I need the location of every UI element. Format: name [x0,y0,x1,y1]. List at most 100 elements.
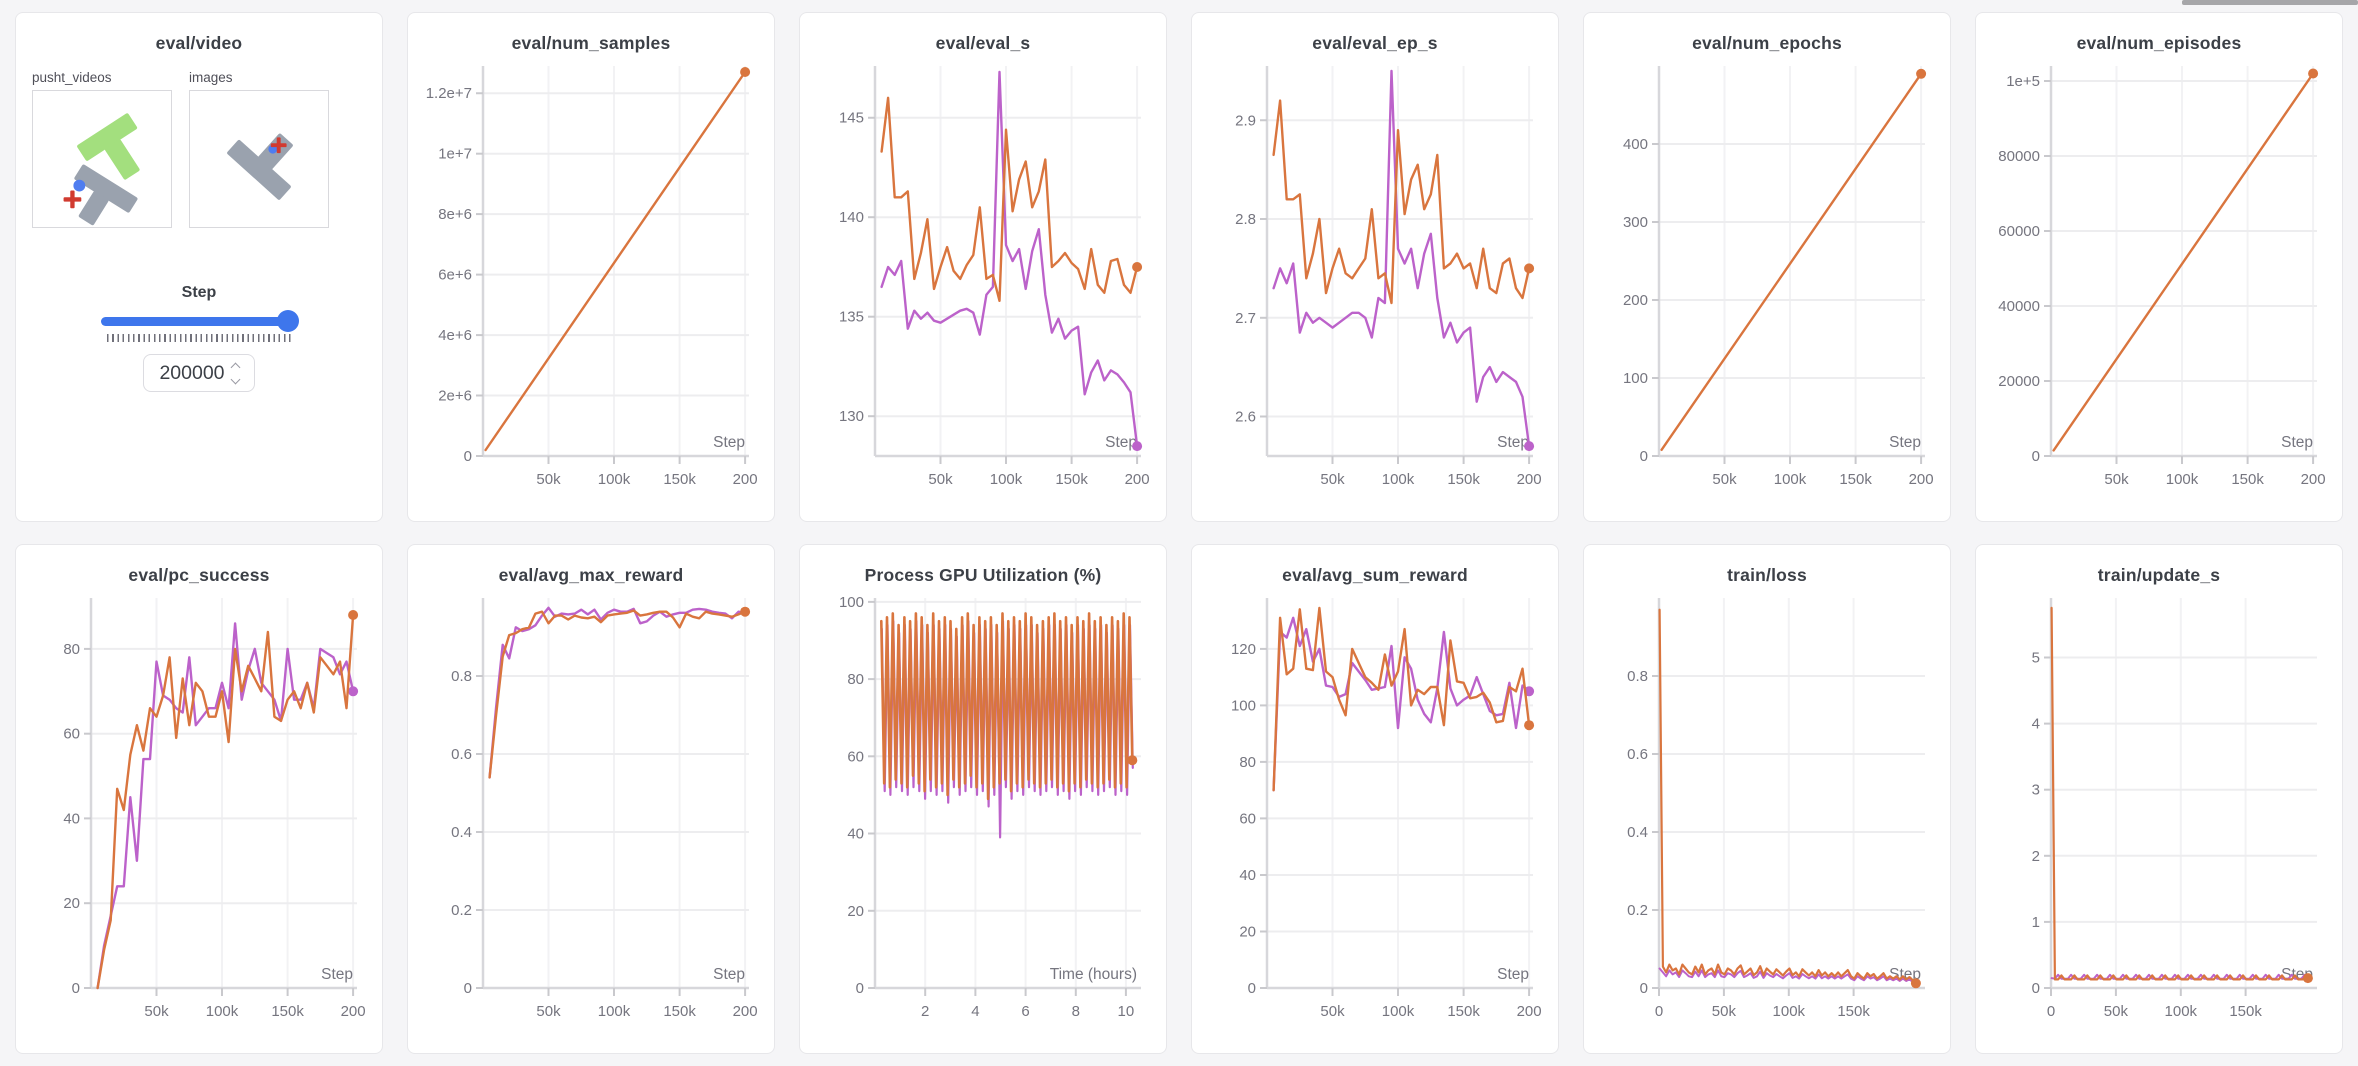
series-orange-run [1658,608,1917,985]
horizontal-scrollbar[interactable] [2182,0,2358,5]
y-tick-label: 5 [2032,650,2040,667]
x-tick-label: 50k [536,471,561,488]
y-tick-label: 40 [847,826,864,843]
pusht-image-preview [227,133,293,200]
series-purple-run [488,606,747,779]
x-tick-label: 50k [1320,1003,1345,1020]
panel-train-update-s: train/update_s 0 50k 100k 150k 0 1 2 3 4 5 Step [1975,544,2343,1054]
increment-arrow-icon[interactable] [230,362,240,372]
video-thumbnail-pusht[interactable] [32,90,172,228]
panel-title: eval/num_episodes [2076,33,2242,53]
stepper-arrows[interactable] [230,362,240,384]
panel-title: eval/avg_sum_reward [1282,565,1468,585]
y-tick-label: 0.8 [451,668,472,685]
green-t-block-icon [77,113,140,180]
chart-canvas[interactable]: 50k 100k 150k 200 0 100 200 300 400 Step [1597,58,1937,504]
panel-eval-num-epochs: eval/num_epochs 50k 100k 150k 200 0 100 200 300… [1583,12,1951,522]
y-tick-label: 130 [839,408,864,425]
series-purple-run [1272,69,1531,448]
y-tick-label: 2.8 [1235,211,1256,228]
y-tick-label: 300 [1623,214,1648,231]
x-tick-label: 50k [2104,1003,2129,1020]
x-tick-label: 100k [2165,1003,2198,1020]
x-axis-label: Step [713,434,745,451]
y-tick-label: 100 [1231,697,1256,714]
series-orange-run [2052,72,2315,452]
y-tick-label: 0 [2032,980,2040,997]
pusht-scene-preview [63,113,140,226]
panel-title: eval/avg_max_reward [498,565,684,585]
x-tick-label: 100k [990,471,1023,488]
y-tick-label: 3 [2032,782,2040,799]
panel-title: eval/num_epochs [1692,33,1842,53]
series-endpoint-dot [740,67,751,77]
slider-thumb[interactable] [277,310,299,332]
chart-canvas[interactable]: 50k 100k 150k 200 0 20000 40000 60000 80000 1e+5 S… [1989,58,2329,504]
x-axis-label: Step [1497,966,1529,983]
y-tick-label: 20 [1239,924,1256,941]
image-thumbnail[interactable] [189,90,329,228]
x-tick-label: 200 [1125,471,1150,488]
x-tick-label: 100k [206,1003,239,1020]
x-tick-label: 50k [2104,471,2129,488]
y-tick-label: 100 [839,594,864,611]
series-purple-run [1272,616,1531,792]
chart-canvas[interactable]: 50k 100k 150k 200 130 135 140 145 Step [813,58,1153,504]
x-tick-label: 150k [271,1003,304,1020]
y-tick-label: 400 [1623,136,1648,153]
x-tick-label: 200 [1517,471,1542,488]
image-caption: images [189,70,233,85]
slider-track[interactable] [101,317,297,326]
x-tick-label: 10 [1118,1003,1135,1020]
panel-title: eval/video [155,33,243,53]
series-endpoint-dot [1127,755,1138,766]
y-tick-label: 140 [839,209,864,226]
x-tick-label: 150k [663,1003,696,1020]
thumbnail-row [32,90,366,228]
decrement-arrow-icon[interactable] [230,374,240,384]
series-orange-run [2050,606,2309,981]
panel-eval-pc-success: eval/pc_success 50k 100k 150k 200 0 20 40 60 80 S… [15,544,383,1054]
y-tick-label: 80000 [1998,148,2040,165]
gray-t-block-icon [74,164,138,226]
series-endpoint-dot [1910,978,1921,989]
x-tick-label: 8 [1072,1003,1080,1020]
x-tick-label: 100k [1773,1003,1806,1020]
y-tick-label: 4 [2032,716,2040,733]
slider-tick-ruler [107,334,291,342]
series-endpoint-dot [348,686,359,697]
y-tick-label: 0.2 [1627,902,1648,919]
x-tick-label: 150k [2229,1003,2262,1020]
x-tick-label: 2 [921,1003,929,1020]
y-tick-label: 8e+6 [438,206,472,223]
x-tick-label: 200 [2301,471,2326,488]
chart-canvas[interactable]: 50k 100k 150k 200 0 20 40 60 80 Step [29,590,369,1036]
chart-canvas[interactable]: 50k 100k 150k 200 0 2e+6 4e+6 6e+6 8e+6 1e+7 1.2e+… [421,58,761,504]
step-slider[interactable] [101,310,299,332]
chart-canvas[interactable]: 50k 100k 150k 200 0 0.2 0.4 0.6 0.8 Step [421,590,761,1036]
chart-canvas[interactable]: 50k 100k 150k 200 2.6 2.7 2.8 2.9 Step [1205,58,1545,504]
series-orange-run [96,613,355,990]
y-tick-label: 0 [1248,980,1256,997]
step-input[interactable]: 200000 [143,354,255,392]
chart-canvas[interactable]: 50k 100k 150k 200 0 20 40 60 80 100 120 Step [1205,590,1545,1036]
x-tick-label: 150k [1837,1003,1870,1020]
series-endpoint-dot [2308,68,2319,79]
x-tick-label: 200 [1909,471,1934,488]
panel-eval-num-episodes: eval/num_episodes 50k 100k 150k 200 0 20000 40… [1975,12,2343,522]
step-slider-label: Step [181,284,217,301]
y-tick-label: 60 [63,726,80,743]
x-axis-label: Step [1497,434,1529,451]
y-tick-label: 0 [464,980,472,997]
x-tick-label: 200 [1517,1003,1542,1020]
x-tick-label: 100k [598,1003,631,1020]
panel-eval-avg-sum-reward: eval/avg_sum_reward 50k 100k 150k 200 0 20 40 6… [1191,544,1559,1054]
series-purple-run [96,622,355,990]
y-tick-label: 60 [1239,810,1256,827]
series-endpoint-dot [1524,441,1535,452]
x-tick-label: 50k [928,471,953,488]
panel-title: eval/num_samples [511,33,671,53]
